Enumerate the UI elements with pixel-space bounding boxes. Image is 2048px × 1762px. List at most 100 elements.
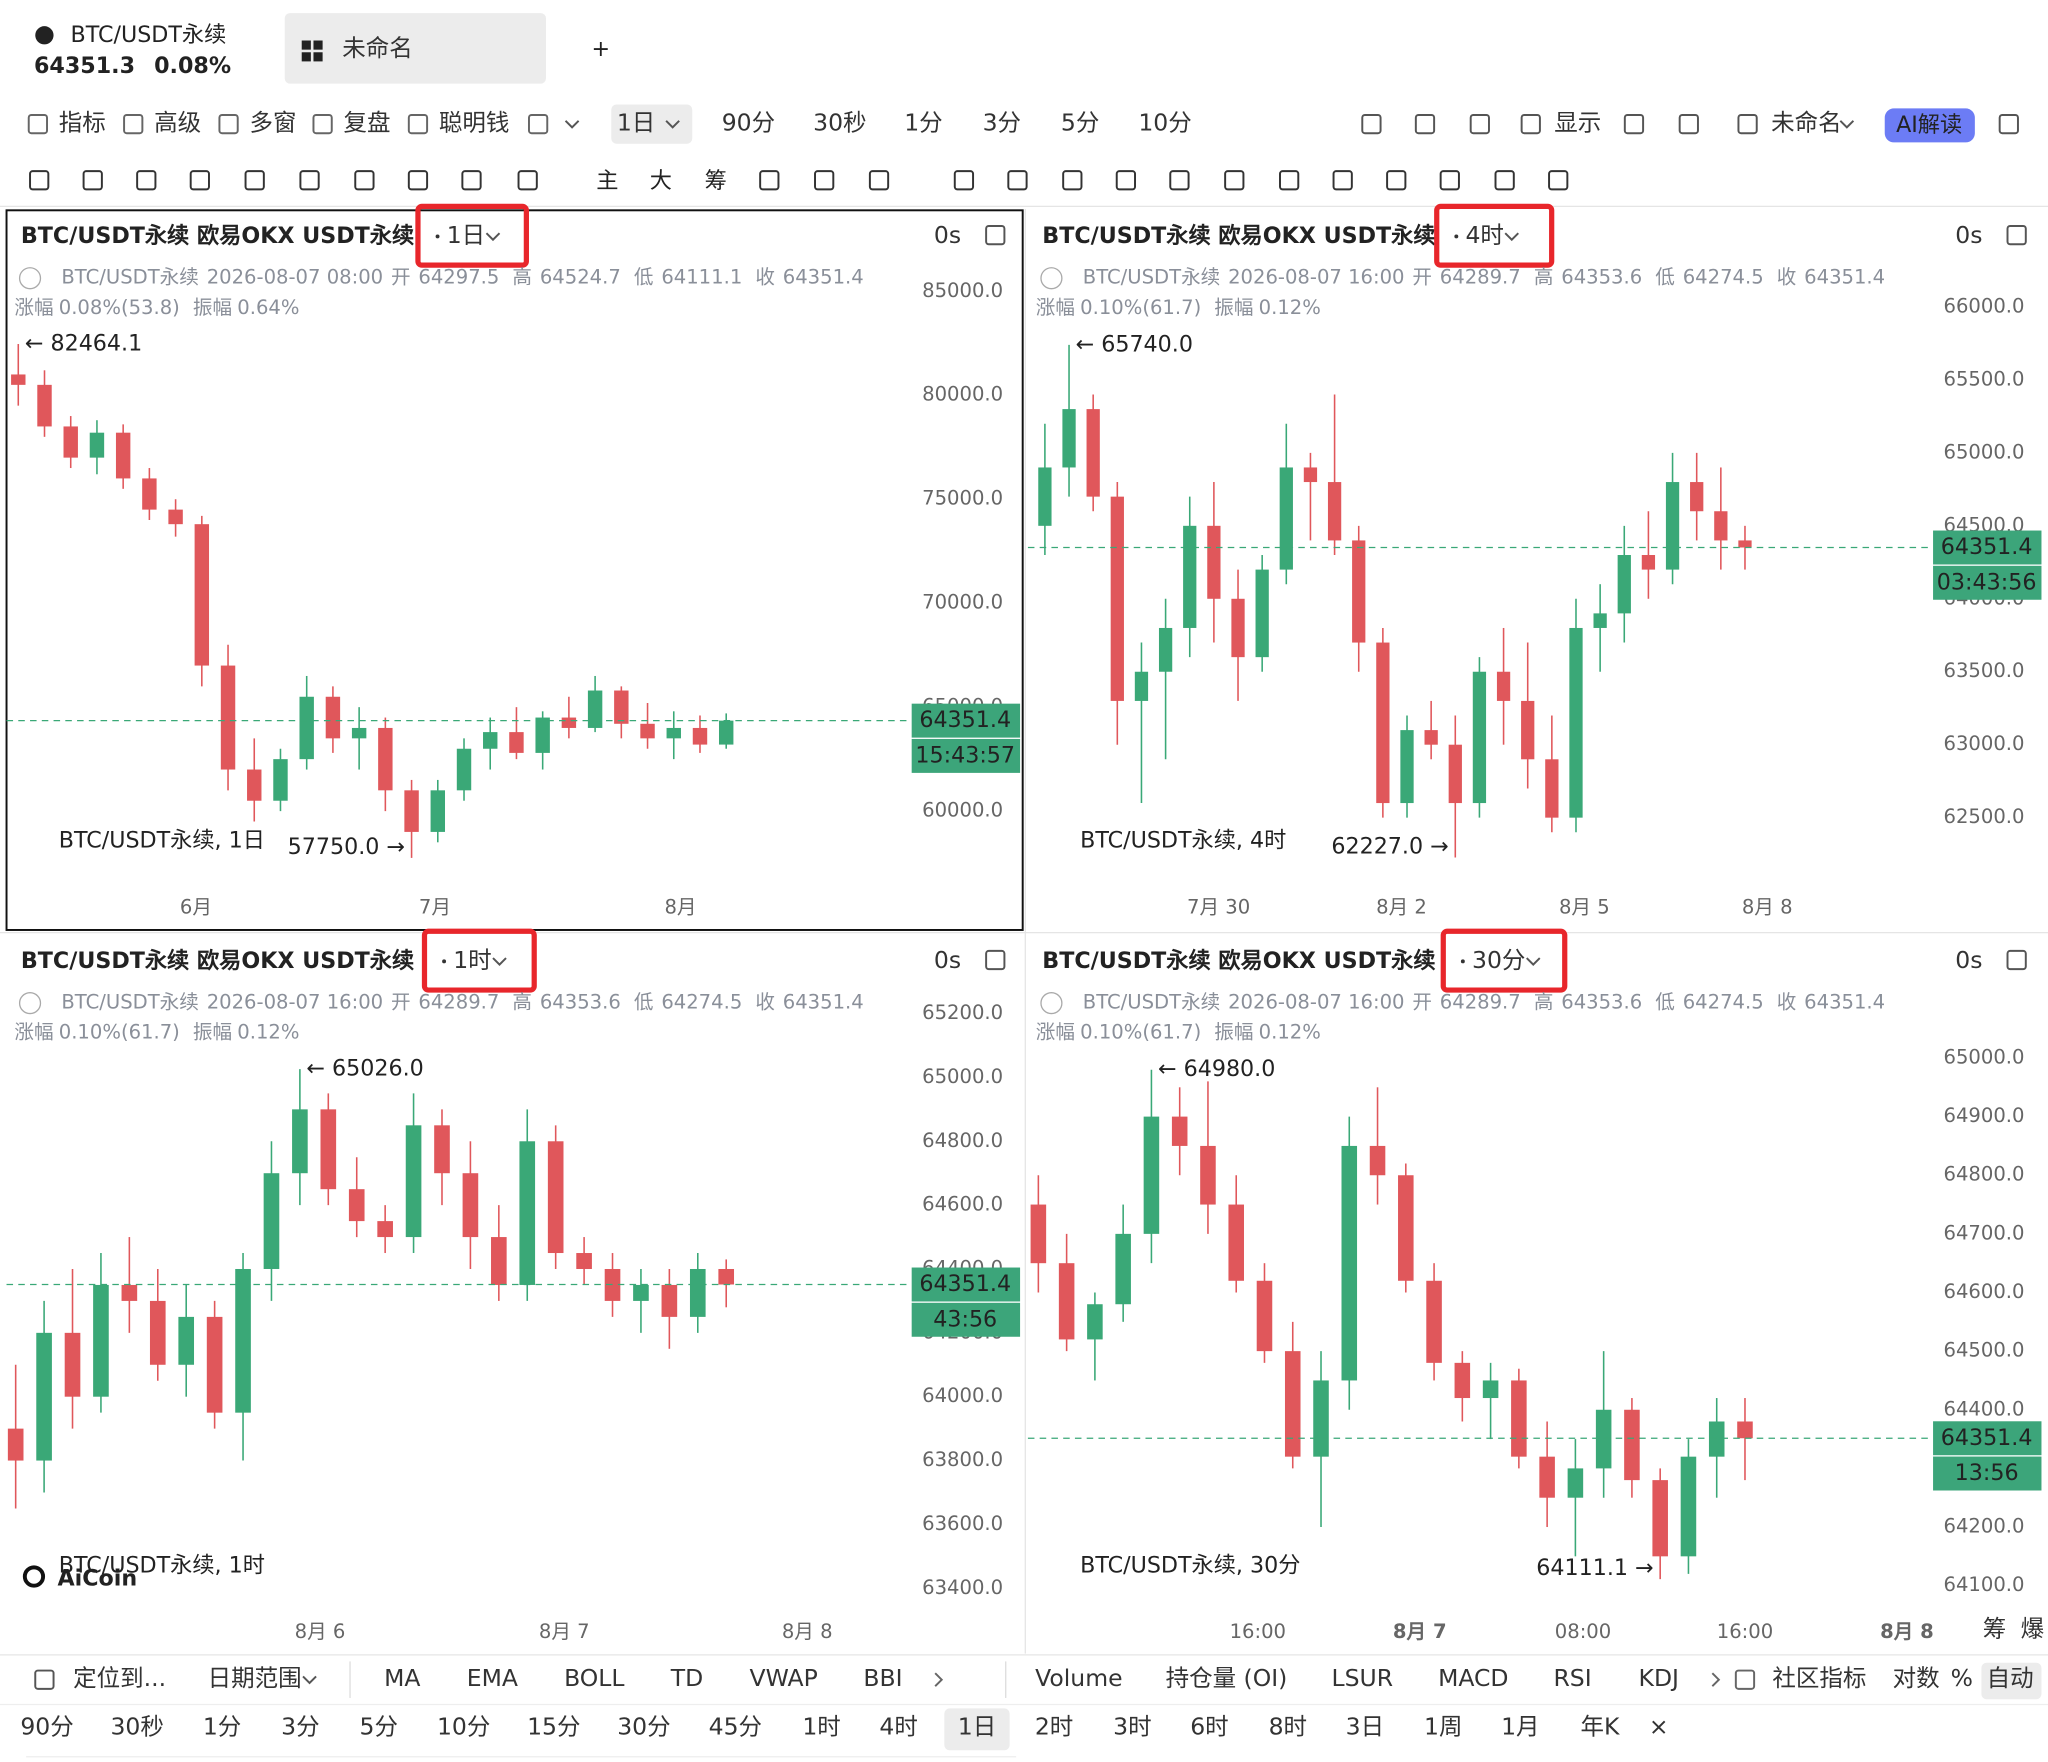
interval[interactable]: 1分 — [203, 1713, 241, 1741]
tool-icon[interactable] — [1734, 1669, 1756, 1690]
tool-icon[interactable] — [1998, 113, 2019, 135]
tool-icon[interactable] — [2006, 949, 2027, 971]
panel-interval[interactable]: 1日 — [447, 221, 485, 249]
indicator[interactable]: Volume — [1035, 1664, 1122, 1692]
tool-icon[interactable] — [517, 170, 538, 191]
interval[interactable]: 10分 — [437, 1713, 490, 1741]
tool-icon[interactable] — [1386, 170, 1407, 191]
indicator[interactable]: MACD — [1438, 1664, 1508, 1692]
interval[interactable]: 8时 — [1269, 1713, 1307, 1741]
indicator[interactable]: VWAP — [750, 1664, 818, 1692]
tool[interactable]: 社区指标 — [1772, 1664, 1866, 1692]
tool-icon[interactable] — [1623, 113, 1645, 135]
more-arrow[interactable] — [934, 1672, 944, 1687]
panel-interval[interactable]: 1时 — [453, 946, 491, 974]
tool-text[interactable]: 大 — [650, 168, 672, 194]
interval[interactable]: 3日 — [1346, 1713, 1384, 1741]
tool-icon[interactable] — [82, 170, 103, 191]
panel-interval[interactable]: 4时 — [1465, 221, 1503, 249]
tool-icon[interactable] — [1414, 113, 1436, 135]
tool-icon[interactable] — [1007, 170, 1028, 191]
interval[interactable]: 90分 — [20, 1713, 73, 1741]
tool-icon[interactable] — [407, 170, 429, 191]
indicator[interactable]: TD — [670, 1664, 703, 1692]
interval[interactable]: 10分 — [1138, 109, 1191, 137]
tool-icon[interactable] — [1678, 113, 1699, 135]
tool-icon[interactable] — [34, 1669, 55, 1690]
interval[interactable]: 30分 — [617, 1713, 670, 1741]
indicator[interactable]: KDJ — [1639, 1664, 1679, 1692]
tool-icon[interactable] — [1062, 170, 1083, 191]
interval[interactable]: 3分 — [281, 1713, 319, 1741]
tool-icon[interactable] — [528, 113, 549, 135]
interval[interactable]: 1周 — [1424, 1713, 1462, 1741]
indicator[interactable]: EMA — [467, 1664, 518, 1692]
tool-icon[interactable] — [1469, 113, 1490, 135]
interval[interactable]: 30秒 — [813, 109, 866, 137]
tab-bg[interactable] — [284, 13, 546, 84]
interval[interactable]: 年K — [1581, 1713, 1621, 1741]
tool-icon[interactable] — [354, 170, 375, 191]
tool-icon[interactable] — [123, 113, 144, 135]
interval[interactable]: 30秒 — [110, 1713, 163, 1741]
tool-text[interactable]: 筹 — [705, 168, 727, 194]
ai-label[interactable]: AI解读 — [1896, 112, 1962, 138]
tool-icon[interactable] — [136, 170, 157, 191]
interval[interactable]: 90分 — [722, 109, 775, 137]
corner-tool[interactable]: 筹 — [1983, 1615, 2007, 1643]
indicator[interactable]: 持仓量 (OI) — [1166, 1664, 1288, 1692]
tool-icon[interactable] — [29, 170, 50, 191]
date-range[interactable]: 日期范围 — [208, 1664, 302, 1692]
indicator[interactable]: RSI — [1553, 1664, 1591, 1692]
tool-icon[interactable] — [985, 224, 1006, 246]
tool-icon[interactable] — [189, 170, 210, 191]
toolbar-item[interactable]: 聪明钱 — [439, 109, 510, 137]
tool-icon[interactable] — [1548, 170, 1569, 191]
tool-icon[interactable] — [1224, 170, 1245, 191]
tool-icon[interactable] — [985, 949, 1006, 971]
tool-icon[interactable] — [1494, 170, 1515, 191]
indicator[interactable]: LSUR — [1332, 1664, 1394, 1692]
tool-icon[interactable] — [2006, 224, 2027, 246]
locate[interactable]: 定位到... — [73, 1664, 166, 1692]
tool-icon[interactable] — [759, 170, 780, 191]
tool-icon[interactable] — [1169, 170, 1190, 191]
interval[interactable]: 4时 — [879, 1713, 917, 1741]
tool-icon[interactable] — [461, 170, 482, 191]
tool-icon[interactable] — [1115, 170, 1136, 191]
tool-icon[interactable] — [814, 170, 835, 191]
tool[interactable]: 自动 — [1987, 1664, 2034, 1692]
tool-icon[interactable] — [27, 113, 48, 135]
toolbar-item[interactable]: 复盘 — [344, 109, 391, 137]
indicator[interactable]: BBI — [863, 1664, 902, 1692]
tool-icon[interactable] — [312, 113, 333, 135]
interval[interactable]: 1日 — [958, 1713, 996, 1741]
panel-interval[interactable]: 30分 — [1472, 946, 1525, 974]
tool-icon[interactable] — [407, 113, 429, 135]
interval[interactable]: 2时 — [1035, 1713, 1073, 1741]
tool[interactable]: 对数 — [1893, 1664, 1940, 1692]
tool-text[interactable]: 主 — [596, 168, 618, 194]
interval[interactable]: 45分 — [709, 1713, 762, 1741]
more-arrow[interactable] — [1711, 1672, 1721, 1687]
interval[interactable]: 1日 — [617, 109, 655, 137]
tool-icon[interactable] — [299, 170, 320, 191]
interval[interactable]: 1时 — [802, 1713, 840, 1741]
tool-icon[interactable] — [1737, 113, 1758, 135]
corner-tool[interactable]: 爆 — [2021, 1615, 2045, 1643]
tool-icon[interactable] — [953, 170, 975, 191]
tool-icon[interactable] — [1361, 113, 1382, 135]
close[interactable]: × — [1649, 1713, 1669, 1741]
toolbar-item[interactable]: 多窗 — [249, 109, 296, 137]
indicator[interactable]: BOLL — [564, 1664, 624, 1692]
tool[interactable]: % — [1951, 1664, 1973, 1692]
toolbar-item[interactable]: 未命名 — [1771, 109, 1842, 137]
tool-icon[interactable] — [1520, 113, 1541, 135]
toolbar-item[interactable]: 指标 — [59, 109, 106, 137]
tool-icon[interactable] — [1332, 170, 1353, 191]
tool-icon[interactable] — [1279, 170, 1300, 191]
indicator[interactable]: MA — [384, 1664, 420, 1692]
toolbar-item[interactable]: 显示 — [1554, 109, 1601, 137]
toolbar-item[interactable]: 高级 — [154, 109, 201, 137]
tool-icon[interactable] — [868, 170, 890, 191]
